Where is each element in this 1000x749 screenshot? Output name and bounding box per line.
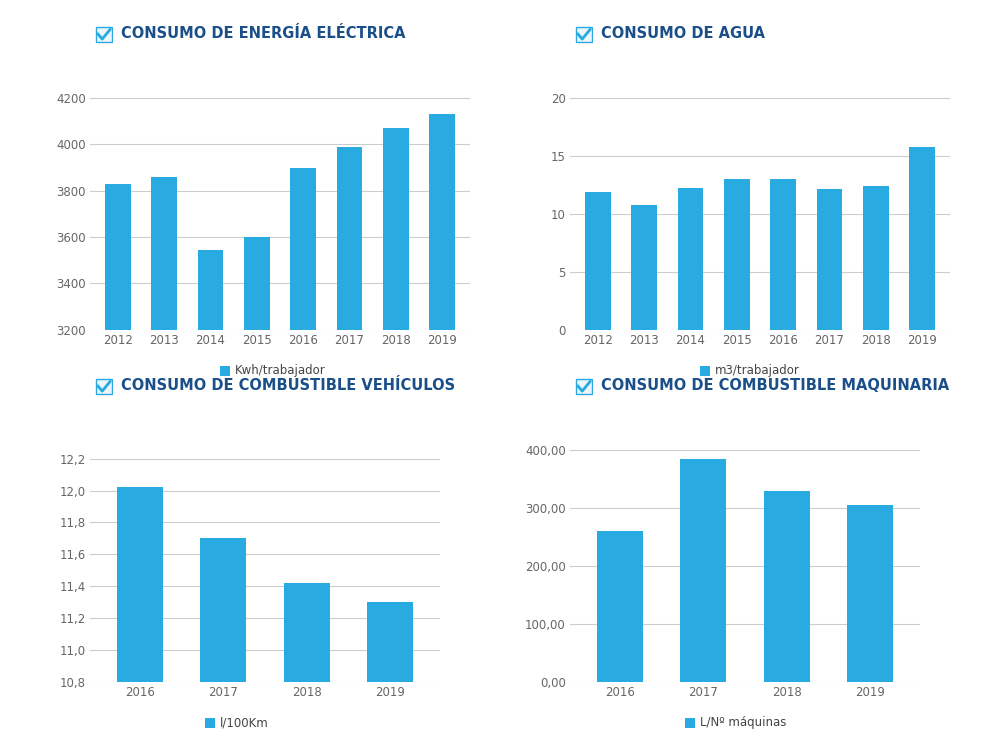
Bar — [200, 539, 246, 682]
Text: CONSUMO DE AGUA: CONSUMO DE AGUA — [601, 26, 765, 41]
FancyBboxPatch shape — [576, 27, 592, 42]
Bar — [244, 237, 270, 330]
Text: CONSUMO DE COMBUSTIBLE MAQUINARIA: CONSUMO DE COMBUSTIBLE MAQUINARIA — [601, 378, 949, 393]
Bar — [724, 179, 750, 330]
FancyBboxPatch shape — [96, 379, 112, 394]
Text: m3/trabajador: m3/trabajador — [715, 364, 800, 377]
Text: Kwh/trabajador: Kwh/trabajador — [235, 364, 326, 377]
Bar — [817, 189, 842, 330]
Text: l/100Km: l/100Km — [220, 716, 269, 730]
FancyBboxPatch shape — [96, 27, 112, 42]
Bar — [847, 505, 893, 682]
Bar — [151, 177, 177, 330]
Bar — [680, 458, 726, 682]
Bar — [678, 188, 703, 330]
FancyBboxPatch shape — [576, 379, 592, 394]
Text: CONSUMO DE COMBUSTIBLE VEHÍCULOS: CONSUMO DE COMBUSTIBLE VEHÍCULOS — [121, 378, 455, 393]
Text: L/Nº máquinas: L/Nº máquinas — [700, 716, 786, 730]
Bar — [909, 147, 935, 330]
Bar — [117, 488, 163, 682]
Bar — [367, 602, 413, 682]
Bar — [105, 184, 131, 330]
Bar — [429, 115, 455, 330]
Bar — [585, 192, 611, 330]
Bar — [597, 531, 643, 682]
Bar — [863, 186, 889, 330]
Bar — [337, 147, 362, 330]
Bar — [198, 249, 223, 330]
Bar — [383, 128, 409, 330]
Bar — [764, 491, 810, 682]
Bar — [290, 168, 316, 330]
Bar — [284, 583, 330, 682]
Bar — [770, 179, 796, 330]
Text: CONSUMO DE ENERGÍA ELÉCTRICA: CONSUMO DE ENERGÍA ELÉCTRICA — [121, 26, 406, 41]
Bar — [631, 204, 657, 330]
